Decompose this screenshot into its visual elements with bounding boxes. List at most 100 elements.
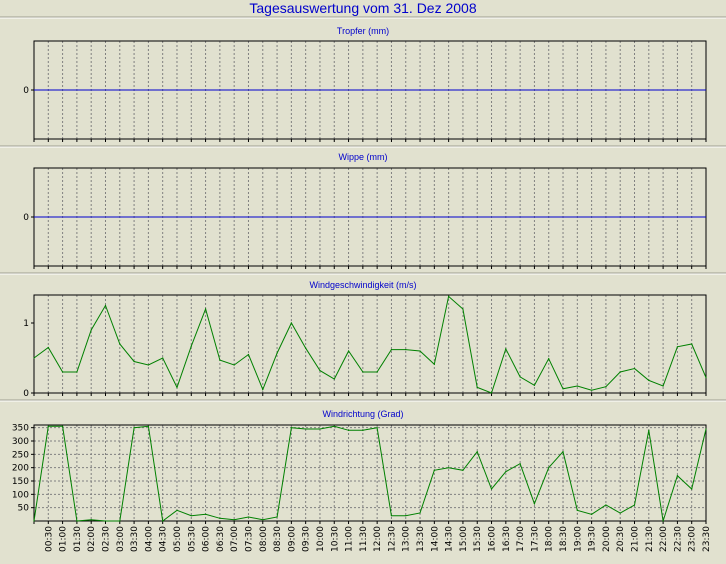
data-point xyxy=(119,343,121,345)
y-tick-label: 350 xyxy=(12,424,29,434)
x-tick-label: 21:00 xyxy=(631,526,641,552)
x-tick-label: 23:30 xyxy=(702,526,712,552)
x-tick-label: 22:00 xyxy=(659,526,669,552)
data-point xyxy=(433,469,435,471)
x-tick-label: 10:00 xyxy=(316,526,326,552)
data-point xyxy=(433,363,435,365)
plot-frame xyxy=(33,294,707,394)
data-point xyxy=(104,304,107,307)
y-tick-label: 0 xyxy=(23,86,29,96)
data-point xyxy=(376,371,378,373)
x-tick-label: 19:00 xyxy=(573,526,583,552)
x-tick-label: 08:00 xyxy=(259,526,269,552)
data-point xyxy=(633,504,636,506)
data-point xyxy=(576,509,578,511)
x-tick-label: 15:00 xyxy=(459,526,469,552)
data-point xyxy=(33,357,35,359)
x-tick-label: 17:30 xyxy=(530,526,540,552)
x-tick-label: 09:00 xyxy=(287,526,297,552)
data-point xyxy=(419,512,421,514)
plot-area xyxy=(34,295,706,393)
x-tick-label: 11:30 xyxy=(359,526,369,552)
data-point xyxy=(33,520,35,522)
data-point xyxy=(233,364,235,366)
data-point xyxy=(591,389,593,391)
y-tick-label: 0 xyxy=(23,213,29,223)
page-title: Tagesauswertung vom 31. Dez 2008 xyxy=(249,0,477,16)
x-tick-label: 22:30 xyxy=(673,526,683,552)
data-point xyxy=(490,488,493,490)
x-tick-label: 04:00 xyxy=(144,526,154,552)
x-tick-label: 04:30 xyxy=(159,526,169,552)
data-point xyxy=(505,348,507,350)
data-point xyxy=(691,343,693,345)
x-tick-label: 12:00 xyxy=(373,526,383,552)
x-tick-label: 09:30 xyxy=(302,526,312,552)
x-tick-label: 06:30 xyxy=(216,526,226,552)
data-point xyxy=(462,469,464,471)
x-tick-label: 20:30 xyxy=(616,526,626,552)
x-tick-label: 07:00 xyxy=(230,526,240,552)
data-point xyxy=(619,512,621,514)
data-point xyxy=(133,427,135,429)
x-tick-label: 18:30 xyxy=(559,526,569,552)
data-point xyxy=(362,429,364,431)
data-point xyxy=(176,386,178,388)
data-point xyxy=(90,519,92,521)
x-tick-label: 14:00 xyxy=(430,526,440,552)
data-point xyxy=(347,429,350,431)
data-point xyxy=(619,371,621,373)
y-tick-label: 1 xyxy=(23,319,29,329)
data-point xyxy=(519,376,521,378)
panel-wippe: Wippe (mm) 0 xyxy=(0,145,726,269)
data-point xyxy=(119,520,121,522)
panel-title: Windgeschwindigkeit (m/s) xyxy=(309,280,416,290)
data-point xyxy=(290,322,292,324)
x-tick-label: 14:30 xyxy=(445,526,455,552)
data-point xyxy=(419,350,421,352)
y-tick-label: 100 xyxy=(12,490,29,500)
x-tick-label: 17:00 xyxy=(516,526,526,552)
data-point xyxy=(476,386,478,388)
series-line xyxy=(33,295,707,394)
data-point xyxy=(204,513,207,515)
data-point xyxy=(605,504,607,506)
x-tick-label: 01:30 xyxy=(73,526,83,552)
panel-title: Windrichtung (Grad) xyxy=(322,409,403,419)
x-tick-label: 06:00 xyxy=(202,526,212,552)
data-point xyxy=(147,364,149,366)
data-point xyxy=(104,520,107,522)
x-tick-label: 05:30 xyxy=(187,526,197,552)
x-tick-label: 12:30 xyxy=(387,526,397,552)
plot-frame xyxy=(33,424,707,522)
data-point xyxy=(262,519,264,521)
x-tick-label: 13:00 xyxy=(402,526,412,552)
data-point xyxy=(204,308,207,310)
x-tick-label: 15:30 xyxy=(473,526,483,552)
data-point xyxy=(305,347,307,349)
data-point xyxy=(333,425,335,427)
x-tick-label: 02:00 xyxy=(87,526,97,552)
data-point xyxy=(533,503,536,505)
data-point xyxy=(405,349,407,351)
data-point xyxy=(676,346,679,348)
x-tick-label: 20:00 xyxy=(602,526,612,552)
data-point xyxy=(548,467,550,469)
y-tick-label: 300 xyxy=(12,437,29,447)
panel-windrichtung: Windrichtung (Grad) 50 100 150 200 250 300 350 0… xyxy=(0,399,726,552)
data-point xyxy=(562,388,564,390)
data-point xyxy=(347,350,350,352)
data-point xyxy=(319,428,321,430)
data-point xyxy=(676,475,679,477)
data-point xyxy=(147,425,149,427)
y-tick-label: 200 xyxy=(12,464,29,474)
x-tick-label: 03:30 xyxy=(130,526,140,552)
data-point xyxy=(605,386,607,388)
data-point xyxy=(476,451,478,453)
panel-tropfer: Tropfer (mm) 0 xyxy=(0,16,726,142)
data-point xyxy=(448,295,450,297)
data-point xyxy=(219,359,221,361)
x-tick-label: 05:00 xyxy=(173,526,183,552)
data-point xyxy=(305,428,307,430)
data-point xyxy=(519,463,521,465)
